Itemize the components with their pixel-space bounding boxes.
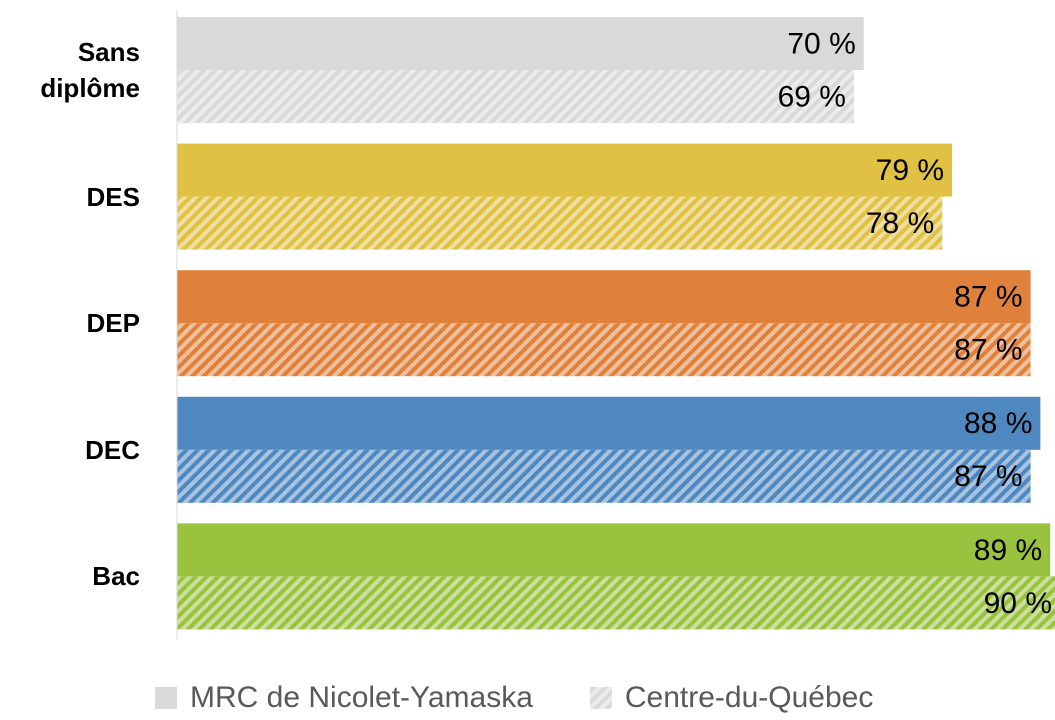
value-label: 70 % xyxy=(787,27,855,60)
bar xyxy=(177,396,1041,450)
value-label: 87 % xyxy=(954,334,1022,367)
legend-label: MRC de Nicolet-Yamaska xyxy=(190,681,533,714)
y-tick-label: Bac xyxy=(92,561,140,592)
value-label: 87 % xyxy=(954,460,1022,493)
bar xyxy=(177,196,943,250)
bar xyxy=(177,270,1031,324)
bar xyxy=(177,143,953,197)
y-tick-label: DEP xyxy=(86,308,140,339)
value-label: 88 % xyxy=(964,407,1032,440)
legend-swatch xyxy=(155,687,177,709)
value-label: 69 % xyxy=(778,80,846,113)
bar xyxy=(177,70,854,123)
value-label: 90 % xyxy=(984,587,1052,620)
legend-label: Centre-du-Québec xyxy=(625,681,873,714)
legend-swatch xyxy=(589,687,612,709)
value-label: 79 % xyxy=(876,154,944,187)
y-tick-label: DES xyxy=(86,181,140,212)
bar xyxy=(177,17,864,70)
y-tick-label: DEC xyxy=(85,434,140,465)
bar xyxy=(177,449,1031,503)
bar xyxy=(177,323,1031,377)
y-tick-label: Sans diplôme xyxy=(40,37,140,103)
value-label: 78 % xyxy=(866,207,934,240)
bar xyxy=(177,576,1055,630)
value-label: 87 % xyxy=(954,281,1022,314)
bar xyxy=(177,523,1051,577)
value-label: 89 % xyxy=(974,534,1042,567)
